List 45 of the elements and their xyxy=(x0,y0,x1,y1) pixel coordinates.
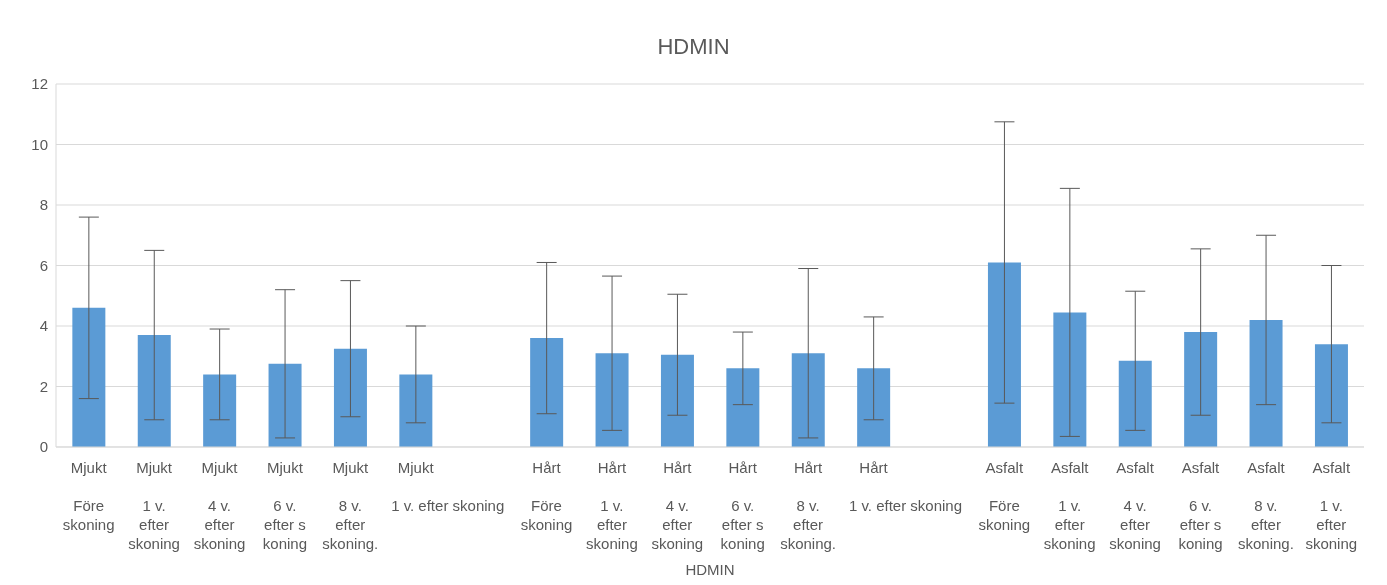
category-label: Asfalt 1 v. efter skoning xyxy=(1043,459,1096,552)
bar xyxy=(333,348,367,447)
text: HDMIN xyxy=(684,561,736,578)
category-label: Mjukt 6 v. efter s koning xyxy=(262,459,307,552)
bar xyxy=(72,307,106,447)
bar xyxy=(1314,344,1348,447)
y-tick-label: 12 xyxy=(31,75,48,93)
bar xyxy=(1053,312,1087,447)
category-label: Hårt Före skoning xyxy=(520,459,573,533)
bar xyxy=(1249,319,1283,447)
bar xyxy=(530,338,564,447)
bar xyxy=(857,368,891,447)
chart-title: HDMIN xyxy=(656,33,731,61)
category-label: Mjukt 1 v. efter skoning xyxy=(391,459,505,514)
y-tick-label: 6 xyxy=(39,256,48,274)
category-label: Asfalt 4 v. efter skoning xyxy=(1109,459,1161,552)
category-label: Hårt 6 v. efter s koning xyxy=(720,459,765,552)
bar xyxy=(268,363,302,447)
category-label: Mjukt 8 v. efter skoning. xyxy=(322,459,379,552)
category-label: Asfalt 1 v. efter skoning xyxy=(1305,459,1358,552)
category-label: Mjukt Före skoning xyxy=(62,459,115,533)
category-label: Asfalt 6 v. efter s koning xyxy=(1178,459,1223,552)
bar xyxy=(203,374,237,447)
bar xyxy=(137,335,171,447)
bar xyxy=(660,354,694,447)
y-tick-label: 4 xyxy=(39,317,48,335)
category-label: Asfalt 8 v. efter skoning. xyxy=(1237,459,1294,552)
y-tick-label: 8 xyxy=(39,196,48,214)
category-label: Asfalt Före skoning xyxy=(978,459,1031,533)
category-label: Hårt 1 v. efter skoning xyxy=(586,459,638,552)
category-label: Hårt 8 v. efter skoning. xyxy=(780,459,837,552)
category-label: Hårt 4 v. efter skoning xyxy=(651,459,704,552)
bar xyxy=(791,353,825,447)
bar xyxy=(987,262,1021,447)
y-tick-label: 2 xyxy=(39,377,48,395)
bar xyxy=(595,353,629,447)
y-tick-label: 10 xyxy=(31,135,48,153)
y-tick-label: 0 xyxy=(39,438,48,456)
category-label: Hårt 1 v. efter skoning xyxy=(848,459,963,514)
bar xyxy=(1118,360,1152,447)
category-label: Mjukt 4 v. efter skoning xyxy=(193,459,246,552)
bar xyxy=(399,374,433,447)
bar xyxy=(726,368,760,447)
bar xyxy=(1184,332,1218,447)
category-label: Mjukt 1 v. efter skoning xyxy=(128,459,180,552)
